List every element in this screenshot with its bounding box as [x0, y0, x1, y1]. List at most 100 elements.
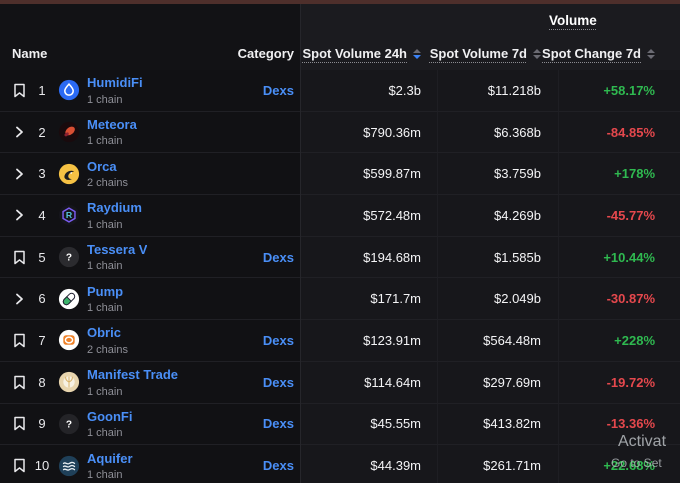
spot-volume-7d-value: $564.48m [437, 320, 558, 362]
category-link[interactable]: Dexs [262, 374, 294, 390]
protocol-name-link[interactable]: Obric [87, 325, 121, 341]
chevron-icon[interactable] [12, 293, 26, 305]
bookmark-icon[interactable] [12, 375, 26, 390]
column-header-spot-volume-24h[interactable]: Spot Volume 24h [300, 46, 437, 70]
name-cell: 10 Aquifer 1 chain [0, 445, 230, 483]
column-header-spot-volume-7d[interactable]: Spot Volume 7d [430, 46, 558, 70]
category-cell [230, 153, 300, 196]
spot-volume-24h-value: $194.68m [300, 236, 437, 279]
orca-icon [58, 163, 80, 185]
name-cell: 2 Meteora 1 chain [0, 111, 230, 154]
volume-group-header[interactable]: Volume [549, 13, 597, 28]
spot-volume-24h-value: $572.48m [300, 195, 437, 237]
table-row: 9 ? GoonFi 1 chain Dexs $45.55m $413.82m… [0, 403, 680, 446]
table-row: 1 HumidiFi 1 chain Dexs $2.3b $11.218b +… [0, 70, 680, 112]
chevron-icon[interactable] [12, 126, 26, 138]
spot-change-7d-value: +58.17% [558, 70, 680, 112]
category-cell: Dexs [230, 445, 300, 483]
spot-change-7d-value: +22.68% [558, 445, 680, 483]
spot-volume-24h-value: $790.36m [300, 111, 437, 154]
spot-change-7d-value: +178% [558, 153, 680, 196]
bookmark-icon[interactable] [12, 458, 26, 473]
bookmark-icon[interactable] [12, 333, 26, 348]
protocol-name-link[interactable]: Manifest Trade [87, 367, 179, 383]
header-right-panel [300, 4, 680, 70]
name-cell: 1 HumidiFi 1 chain [0, 70, 230, 112]
spot-volume-24h-value: $114.64m [300, 361, 437, 404]
bookmark-icon[interactable] [12, 83, 26, 98]
table-row: 6 Pump 1 chain $171.7m $2.049b -30.87% [0, 278, 680, 321]
spot-volume-24h-value: $171.7m [300, 278, 437, 321]
category-link[interactable]: Dexs [262, 249, 294, 265]
name-cell: 5 ? Tessera V 1 chain [0, 236, 230, 279]
spot-change-7d-value: -13.36% [558, 403, 680, 446]
protocol-name-link[interactable]: Pump [87, 283, 124, 299]
category-cell: Dexs [230, 361, 300, 404]
category-cell [230, 278, 300, 321]
category-cell [230, 111, 300, 154]
tessera-icon: ? [58, 246, 80, 268]
rank-number: 6 [38, 291, 46, 307]
bookmark-icon[interactable] [12, 250, 26, 265]
sort-icon[interactable] [413, 48, 421, 59]
category-cell: Dexs [230, 236, 300, 279]
protocol-name-link[interactable]: GoonFi [87, 408, 133, 424]
column-header-spot-change-7d[interactable]: Spot Change 7d [542, 46, 680, 70]
protocol-name-link[interactable]: Aquifer [87, 450, 133, 466]
name-cell: 6 Pump 1 chain [0, 278, 230, 321]
table-row: 5 ? Tessera V 1 chain Dexs $194.68m $1.5… [0, 236, 680, 279]
spot-volume-7d-value: $261.71m [437, 445, 558, 483]
rank-number: 2 [38, 124, 46, 140]
column-divider [300, 4, 301, 483]
category-link[interactable]: Dexs [262, 82, 294, 98]
pump-icon [58, 288, 80, 310]
rank-number: 7 [38, 332, 46, 348]
manifest-icon [58, 371, 80, 393]
column-header-name: Name [12, 46, 48, 61]
sort-icon[interactable] [647, 48, 655, 59]
protocol-name-link[interactable]: Orca [87, 158, 117, 174]
chevron-icon[interactable] [12, 209, 26, 221]
header-left-panel [0, 4, 300, 70]
spot-change-7d-value: -84.85% [558, 111, 680, 154]
svg-text:?: ? [66, 420, 72, 431]
rank-number: 9 [38, 416, 46, 432]
name-cell: 4 R Raydium 1 chain [0, 195, 230, 237]
chain-count-label: 1 chain [87, 93, 123, 106]
rank-number: 8 [38, 374, 46, 390]
chevron-icon[interactable] [12, 168, 26, 180]
name-cell: 8 Manifest Trade 1 chain [0, 361, 230, 404]
spot-volume-24h-value: $45.55m [300, 403, 437, 446]
rank-number: 3 [38, 166, 46, 182]
bookmark-icon[interactable] [12, 416, 26, 431]
category-link[interactable]: Dexs [262, 332, 294, 348]
spot-volume-7d-value: $2.049b [437, 278, 558, 321]
protocol-name-link[interactable]: Tessera V [87, 242, 148, 258]
protocol-name-link[interactable]: HumidiFi [87, 75, 143, 91]
svg-text:R: R [66, 211, 73, 221]
goonfi-icon: ? [58, 413, 80, 435]
spot-change-7d-value: +228% [558, 320, 680, 362]
category-cell [230, 195, 300, 237]
table-body: 1 HumidiFi 1 chain Dexs $2.3b $11.218b +… [0, 70, 680, 483]
window-top-strip [0, 0, 680, 4]
sort-icon[interactable] [533, 48, 541, 59]
rank-number: 4 [38, 207, 46, 223]
category-cell: Dexs [230, 320, 300, 362]
name-cell: 3 Orca 2 chains [0, 153, 230, 196]
aquifer-icon [58, 455, 80, 477]
rank-number: 1 [38, 82, 46, 98]
spot-volume-7d-value: $413.82m [437, 403, 558, 446]
column-header-category: Category [237, 46, 294, 61]
category-link[interactable]: Dexs [262, 458, 294, 474]
chain-count-label: 1 chain [87, 135, 123, 148]
spot-volume-24h-value: $599.87m [300, 153, 437, 196]
protocol-name-link[interactable]: Raydium [87, 200, 142, 216]
protocol-name-link[interactable]: Meteora [87, 117, 137, 133]
spot-volume-24h-value: $44.39m [300, 445, 437, 483]
category-link[interactable]: Dexs [262, 416, 294, 432]
category-cell: Dexs [230, 403, 300, 446]
rank-number: 5 [38, 249, 46, 265]
table-row: 8 Manifest Trade 1 chain Dexs $114.64m $… [0, 361, 680, 404]
